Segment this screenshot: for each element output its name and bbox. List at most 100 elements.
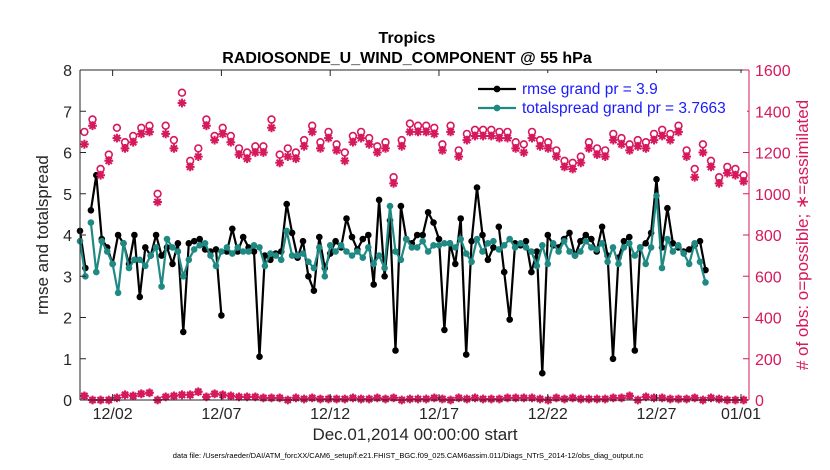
totalspread-point bbox=[473, 235, 481, 243]
obs-assimilated-point bbox=[145, 127, 154, 137]
obs-assimilated-low-point bbox=[381, 394, 390, 404]
obs-assimilated-point bbox=[413, 127, 423, 137]
rmse-point bbox=[359, 235, 367, 243]
totalspread-point bbox=[636, 244, 644, 251]
totalspread-point bbox=[609, 244, 617, 251]
rmse-point bbox=[131, 231, 138, 239]
obs-assimilated-low-point bbox=[275, 393, 285, 403]
totalspread-point bbox=[152, 244, 160, 251]
obs-assimilated-low-point bbox=[690, 393, 700, 403]
obs-assimilated-point bbox=[218, 129, 228, 139]
obs-assimilated-low-point bbox=[413, 394, 423, 404]
rmse-point bbox=[609, 355, 617, 363]
totalspread-point bbox=[452, 244, 459, 251]
rmse-point bbox=[299, 237, 307, 245]
obs-possible-point bbox=[80, 127, 89, 137]
rmse-point bbox=[310, 287, 318, 295]
x-tick-label: 01/01 bbox=[721, 406, 761, 423]
totalspread-point bbox=[435, 242, 443, 249]
obs-assimilated-point bbox=[112, 133, 122, 143]
obs-assimilated-low-point bbox=[462, 394, 472, 404]
obs-assimilated-low-point bbox=[665, 394, 675, 404]
totalspread-point bbox=[631, 252, 639, 259]
rmse-point bbox=[462, 351, 470, 358]
obs-assimilated-low-point bbox=[389, 393, 398, 403]
totalspread-point bbox=[136, 256, 144, 264]
rmse-point bbox=[473, 184, 481, 191]
totalspread-point bbox=[229, 250, 236, 257]
x-tick-label: 12/07 bbox=[201, 406, 241, 423]
obs-assimilated-low-point bbox=[145, 388, 154, 398]
obs-possible-point bbox=[194, 144, 203, 153]
y-right-tick-label: 1200 bbox=[755, 146, 791, 163]
y-right-tick-label: 1400 bbox=[755, 104, 791, 121]
obs-assimilated-low-point bbox=[495, 394, 504, 404]
totalspread-point bbox=[288, 252, 296, 259]
totalspread-point bbox=[500, 242, 508, 249]
x-tick-label: 12/27 bbox=[637, 406, 677, 423]
obs-assimilated-low-point bbox=[470, 393, 480, 403]
totalspread-point bbox=[321, 273, 329, 280]
obs-assimilated-low-point bbox=[649, 393, 659, 403]
obs-assimilated-point bbox=[234, 150, 244, 159]
rmse-point bbox=[256, 353, 263, 361]
totalspread-point bbox=[381, 264, 388, 272]
totalspread-point bbox=[468, 258, 475, 266]
totalspread-point bbox=[370, 260, 378, 268]
totalspread-point bbox=[190, 246, 198, 253]
obs-assimilated-point bbox=[438, 146, 447, 155]
obs-assimilated-point bbox=[348, 137, 358, 147]
y-right-tick-label: 1000 bbox=[755, 187, 791, 204]
obs-assimilated-point bbox=[446, 127, 455, 137]
chart-subtitle: RADIOSONDE_U_WIND_COMPONENT @ 55 hPa bbox=[222, 50, 592, 67]
rmse-point bbox=[174, 240, 182, 247]
obs-assimilated-point bbox=[210, 135, 219, 145]
totalspread-point bbox=[457, 235, 465, 243]
rmse-point bbox=[642, 240, 649, 247]
obs-assimilated-point bbox=[470, 131, 480, 141]
obs-assimilated-point bbox=[617, 139, 626, 149]
totalspread-point bbox=[326, 242, 334, 249]
totalspread-point bbox=[163, 235, 171, 243]
rmse-point bbox=[218, 312, 225, 319]
rmse-point bbox=[180, 328, 187, 336]
rmse-point bbox=[490, 244, 497, 251]
obs-assimilated-point bbox=[454, 152, 464, 161]
series-layer bbox=[76, 88, 748, 405]
totalspread-point bbox=[424, 248, 432, 255]
rmse-point bbox=[196, 235, 203, 243]
obs-assimilated-point bbox=[576, 158, 586, 168]
obs-assimilated-low-point bbox=[608, 393, 618, 403]
totalspread-point bbox=[256, 244, 263, 251]
totalspread-point bbox=[386, 202, 394, 210]
obs-assimilated-low-point bbox=[120, 390, 130, 400]
rmse-point bbox=[653, 176, 660, 183]
obs-assimilated-low-point bbox=[503, 393, 512, 403]
totalspread-point bbox=[109, 260, 116, 268]
rmse-point bbox=[522, 237, 530, 245]
obs-assimilated-point bbox=[625, 146, 634, 155]
obs-assimilated-low-point bbox=[128, 391, 138, 401]
obs-assimilated-point bbox=[560, 162, 569, 172]
totalspread-point bbox=[234, 244, 241, 251]
y-right-tick-label: 200 bbox=[755, 352, 782, 369]
obs-assimilated-low-point bbox=[706, 393, 716, 403]
totalspread-point bbox=[484, 240, 492, 247]
rmse-point bbox=[441, 326, 448, 334]
obs-assimilated-point bbox=[332, 146, 341, 155]
obs-assimilated-point bbox=[690, 172, 700, 182]
totalspread-point bbox=[664, 235, 671, 243]
y-right-tick-label: 1600 bbox=[755, 63, 791, 80]
totalspread-point bbox=[506, 235, 513, 243]
obs-assimilated-point bbox=[267, 123, 276, 133]
rmse-point bbox=[664, 204, 671, 212]
totalspread-point bbox=[430, 242, 437, 249]
totalspread-point bbox=[533, 262, 541, 270]
obs-assimilated-point bbox=[226, 137, 236, 147]
rmse-point bbox=[316, 233, 323, 241]
totalspread-point bbox=[588, 244, 595, 251]
obs-assimilated-low-point bbox=[250, 392, 260, 402]
rmse-point bbox=[685, 246, 693, 253]
totalspread-point bbox=[626, 240, 633, 247]
